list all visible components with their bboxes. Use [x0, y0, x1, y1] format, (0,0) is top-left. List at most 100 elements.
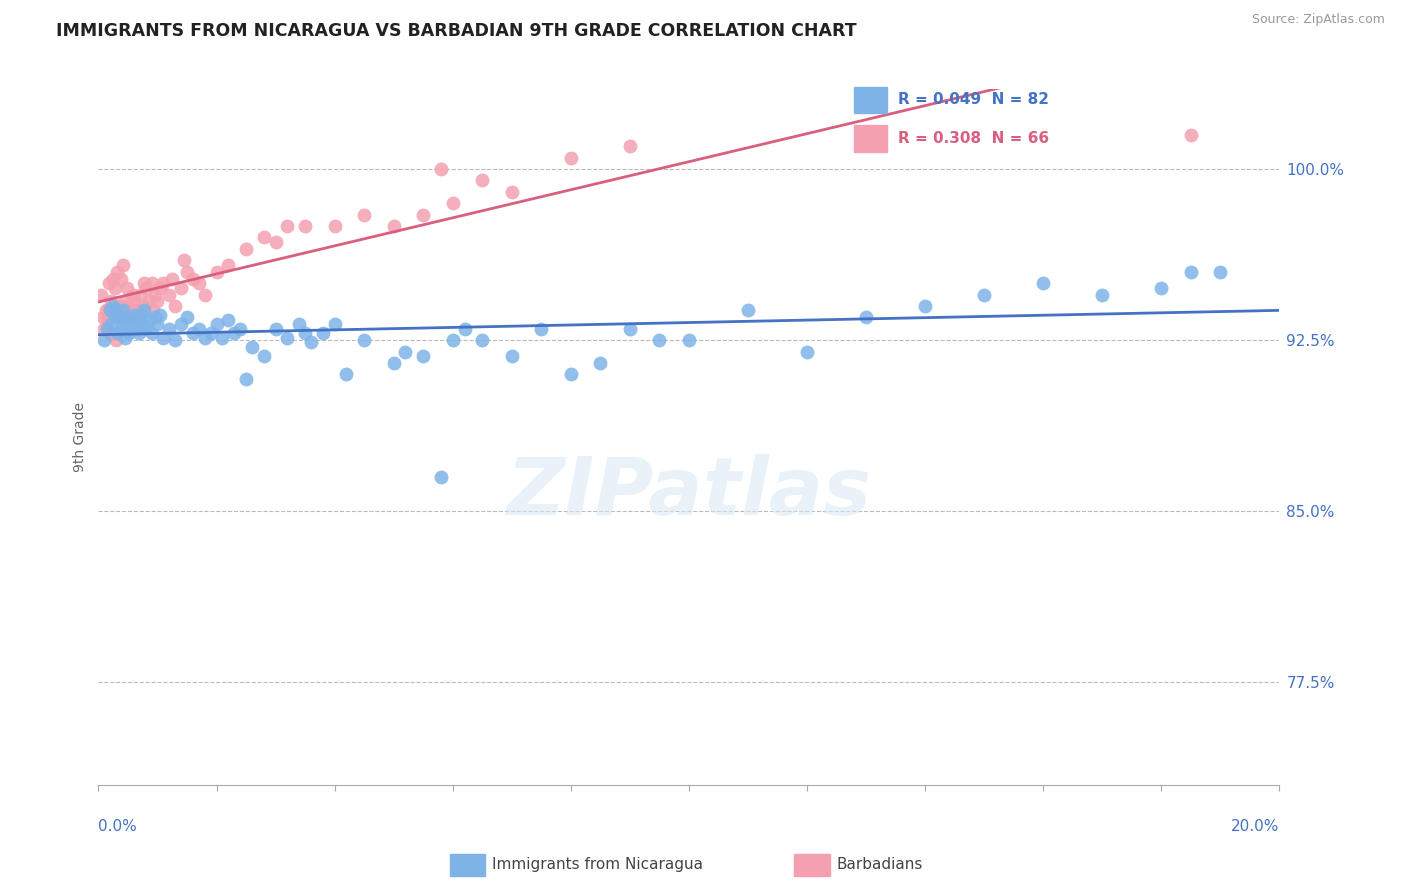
- Point: [122, 317, 145, 331]
- Point: [114, 294, 136, 309]
- Point: [121, 287, 143, 301]
- Point: [194, 287, 217, 301]
- Point: [471, 173, 494, 187]
- Point: [110, 322, 132, 336]
- Point: [253, 349, 276, 363]
- Point: [118, 303, 141, 318]
- Point: [589, 356, 612, 370]
- Point: [91, 310, 114, 325]
- Point: [194, 331, 217, 345]
- Point: [335, 368, 357, 382]
- Text: R = 0.308  N = 66: R = 0.308 N = 66: [897, 131, 1049, 145]
- Point: [128, 287, 150, 301]
- Point: [619, 139, 641, 153]
- Point: [382, 356, 405, 370]
- Point: [1150, 280, 1173, 294]
- Point: [128, 312, 150, 326]
- Point: [211, 331, 233, 345]
- Point: [299, 335, 322, 350]
- Point: [165, 333, 187, 347]
- Point: [678, 333, 700, 347]
- Point: [530, 322, 553, 336]
- Point: [108, 310, 131, 325]
- Text: 20.0%: 20.0%: [1232, 819, 1279, 834]
- Point: [165, 299, 187, 313]
- Point: [120, 310, 142, 325]
- Point: [294, 326, 316, 341]
- Point: [98, 326, 121, 341]
- Point: [200, 326, 222, 341]
- Point: [264, 322, 287, 336]
- Point: [560, 368, 582, 382]
- Point: [353, 208, 375, 222]
- Point: [134, 276, 156, 290]
- Point: [312, 326, 335, 341]
- Point: [98, 303, 121, 318]
- Point: [93, 322, 115, 336]
- Point: [125, 322, 148, 336]
- Point: [129, 308, 152, 322]
- Point: [276, 331, 298, 345]
- Point: [142, 303, 165, 318]
- Point: [149, 280, 172, 294]
- Point: [118, 326, 141, 341]
- Point: [138, 294, 160, 309]
- Point: [170, 280, 193, 294]
- Point: [276, 219, 298, 233]
- Point: [288, 317, 311, 331]
- Point: [914, 299, 936, 313]
- Point: [105, 265, 128, 279]
- Point: [205, 317, 228, 331]
- Point: [105, 303, 128, 318]
- Point: [143, 287, 166, 301]
- Point: [104, 310, 127, 325]
- Point: [103, 299, 125, 313]
- Text: R = 0.049  N = 82: R = 0.049 N = 82: [897, 93, 1049, 107]
- Point: [453, 322, 475, 336]
- Point: [100, 294, 122, 309]
- Point: [103, 271, 125, 285]
- Point: [560, 151, 582, 165]
- Point: [1180, 128, 1202, 142]
- Point: [394, 344, 416, 359]
- Point: [135, 322, 157, 336]
- Bar: [853, 87, 887, 113]
- Point: [412, 349, 434, 363]
- Point: [141, 276, 163, 290]
- Point: [294, 219, 316, 233]
- Point: [94, 303, 117, 318]
- Point: [101, 310, 124, 325]
- Point: [157, 287, 180, 301]
- Point: [114, 331, 136, 345]
- Point: [471, 333, 494, 347]
- Point: [134, 303, 156, 318]
- Bar: [853, 125, 887, 152]
- Point: [117, 310, 139, 325]
- Point: [108, 303, 131, 318]
- Point: [441, 333, 464, 347]
- Point: [501, 185, 523, 199]
- Y-axis label: 9th Grade: 9th Grade: [73, 402, 87, 472]
- Point: [105, 326, 128, 341]
- Point: [115, 317, 138, 331]
- Point: [97, 303, 120, 318]
- Point: [1091, 287, 1114, 301]
- Point: [93, 333, 115, 347]
- Point: [135, 280, 157, 294]
- Point: [187, 276, 209, 290]
- Point: [90, 287, 112, 301]
- Point: [264, 235, 287, 249]
- Text: ZIPatlas: ZIPatlas: [506, 454, 872, 532]
- Text: 0.0%: 0.0%: [98, 819, 138, 834]
- Point: [323, 219, 346, 233]
- Point: [501, 349, 523, 363]
- Text: Source: ZipAtlas.com: Source: ZipAtlas.com: [1251, 13, 1385, 27]
- Point: [138, 312, 160, 326]
- Point: [122, 294, 145, 309]
- Point: [235, 242, 257, 256]
- Point: [181, 326, 204, 341]
- Point: [973, 287, 995, 301]
- Point: [96, 322, 118, 336]
- Point: [430, 162, 453, 177]
- Point: [141, 326, 163, 341]
